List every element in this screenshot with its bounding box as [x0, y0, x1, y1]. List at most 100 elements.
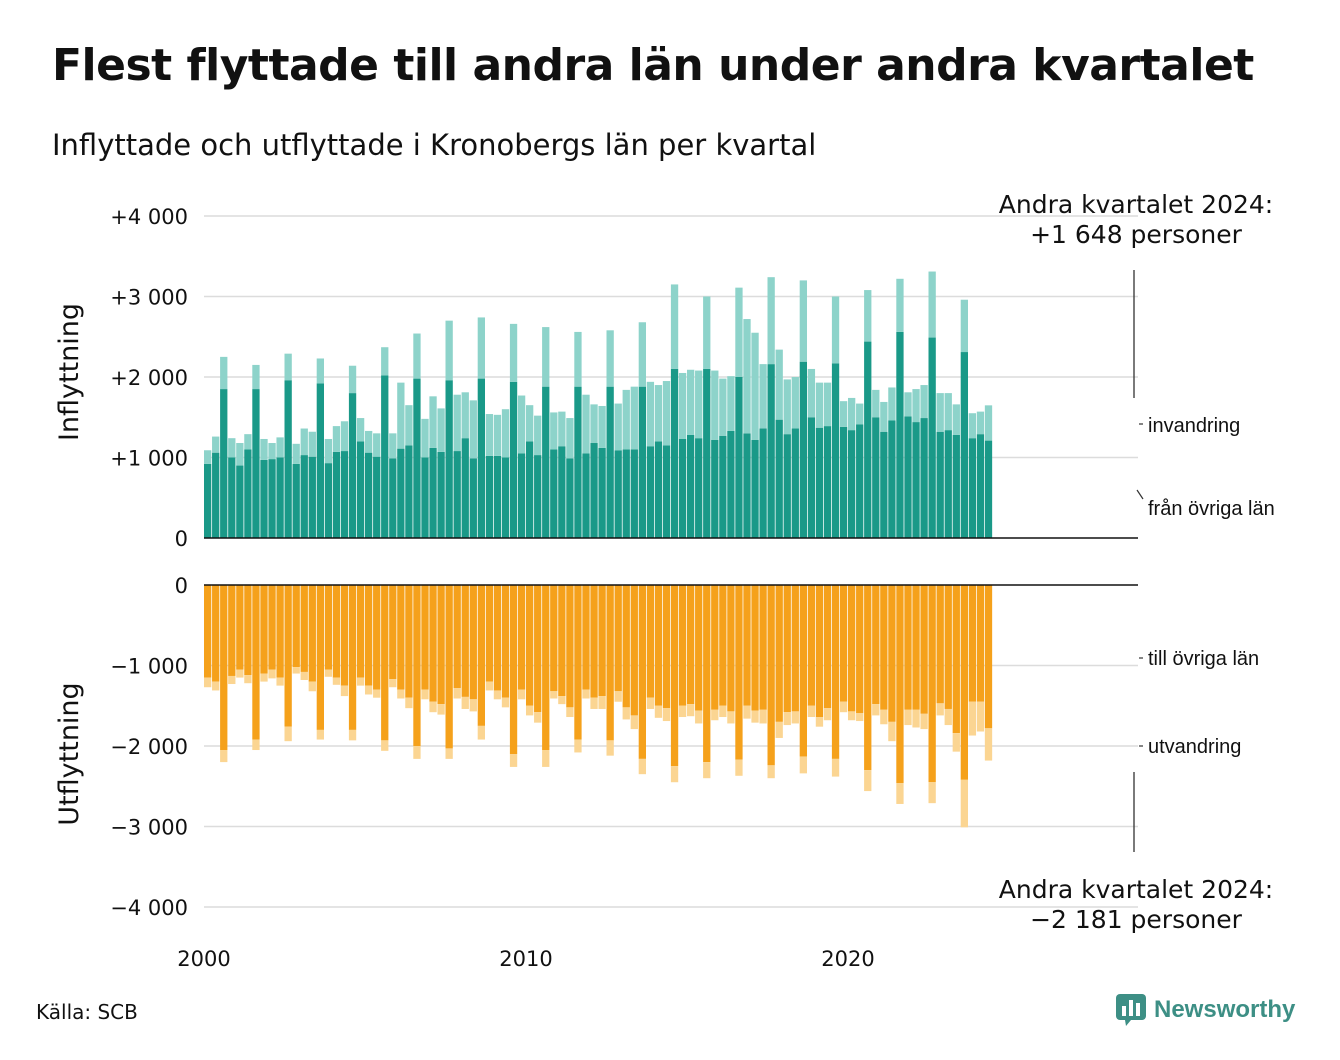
bar-inflow-immigration — [896, 278, 904, 332]
bar-inflow-immigration — [324, 438, 333, 464]
bar-outflow-emigration — [236, 669, 244, 678]
bar-inflow-immigration — [582, 394, 590, 454]
bar-outflow-emigration — [872, 704, 880, 716]
top-annotation-line2: +1 648 personer — [1030, 220, 1243, 249]
bar-inflow-domestic — [348, 393, 357, 538]
bar-inflow-domestic — [638, 386, 646, 538]
bar-outflow-domestic — [437, 585, 445, 705]
bottom-panel-ylabel: Utflyttning — [54, 682, 85, 825]
bar-outflow-domestic — [960, 585, 968, 780]
bar-inflow-domestic — [944, 430, 952, 538]
bar-outflow-emigration — [896, 783, 904, 804]
bar-inflow-domestic — [260, 459, 268, 538]
bar-outflow-emigration — [348, 729, 357, 741]
bar-inflow-immigration — [598, 405, 606, 448]
bar-outflow-domestic — [839, 585, 848, 702]
bar-inflow-domestic — [220, 389, 228, 538]
bar-outflow-domestic — [606, 585, 614, 741]
bar-outflow-domestic — [340, 585, 349, 686]
bar-outflow-emigration — [976, 701, 985, 732]
bar-inflow-domestic — [751, 439, 759, 538]
bar-inflow-domestic — [501, 457, 510, 538]
bar-inflow-immigration — [453, 394, 461, 452]
y-tick-label-bottom: −1 000 — [110, 655, 188, 679]
bar-inflow-immigration — [912, 389, 920, 423]
bar-inflow-immigration — [678, 372, 687, 439]
bar-outflow-emigration — [622, 707, 630, 720]
bar-outflow-domestic — [630, 585, 638, 716]
bar-outflow-domestic — [823, 585, 832, 709]
chart-title: Flest flyttade till andra län under andr… — [52, 40, 1254, 91]
bar-outflow-emigration — [864, 770, 872, 792]
bar-outflow-emigration — [517, 689, 526, 700]
bar-inflow-immigration — [300, 428, 308, 456]
bar-inflow-domestic — [799, 361, 807, 538]
bar-inflow-domestic — [727, 430, 735, 538]
bar-inflow-immigration — [630, 386, 638, 450]
bar-inflow-domestic — [340, 451, 349, 538]
y-tick-label-top: 0 — [175, 527, 188, 551]
bar-inflow-immigration — [606, 330, 614, 387]
outflow-bars — [204, 585, 993, 828]
bar-outflow-emigration — [509, 754, 518, 767]
bar-outflow-domestic — [204, 585, 212, 678]
bar-inflow-immigration — [646, 381, 655, 447]
bar-inflow-immigration — [823, 382, 832, 427]
bar-inflow-domestic — [477, 378, 485, 538]
bar-inflow-immigration — [799, 280, 807, 362]
bar-outflow-emigration — [767, 765, 775, 779]
bar-inflow-domestic — [936, 431, 944, 538]
bar-outflow-domestic — [751, 585, 759, 711]
bar-outflow-domestic — [695, 585, 703, 711]
bar-outflow-emigration — [743, 705, 751, 719]
bar-inflow-domestic — [244, 449, 252, 538]
bar-inflow-domestic — [332, 451, 341, 538]
bar-outflow-emigration — [526, 705, 534, 716]
bar-inflow-immigration — [767, 277, 775, 365]
bar-inflow-immigration — [397, 382, 405, 449]
bar-outflow-domestic — [654, 585, 663, 706]
bar-inflow-immigration — [743, 319, 751, 434]
bar-outflow-emigration — [485, 681, 494, 691]
bar-outflow-domestic — [236, 585, 244, 670]
bar-inflow-domestic — [566, 458, 574, 538]
bar-outflow-domestic — [308, 585, 316, 682]
bar-outflow-domestic — [767, 585, 775, 766]
bar-inflow-immigration — [517, 395, 526, 454]
bar-outflow-domestic — [912, 585, 920, 710]
bar-outflow-domestic — [888, 585, 896, 722]
bar-inflow-domestic — [461, 438, 469, 538]
bar-outflow-emigration — [856, 712, 864, 722]
bar-inflow-immigration — [244, 434, 252, 450]
bar-outflow-emigration — [711, 709, 719, 721]
bar-outflow-domestic — [743, 585, 751, 706]
bar-outflow-emigration — [244, 675, 252, 684]
bar-inflow-immigration — [501, 409, 510, 458]
bar-outflow-domestic — [952, 585, 960, 734]
bar-inflow-domestic — [976, 434, 985, 538]
bar-outflow-emigration — [260, 673, 268, 682]
bar-outflow-domestic — [300, 585, 308, 672]
bar-inflow-immigration — [485, 414, 494, 456]
bar-inflow-domestic — [228, 457, 236, 538]
bar-outflow-emigration — [662, 708, 671, 722]
bar-inflow-domestic — [526, 441, 534, 538]
legend-utvandring: utvandring — [1148, 736, 1241, 758]
bar-inflow-immigration — [526, 405, 534, 442]
bar-outflow-domestic — [493, 585, 502, 691]
bar-outflow-domestic — [477, 585, 485, 726]
bar-outflow-domestic — [445, 585, 453, 749]
bar-outflow-emigration — [445, 748, 453, 759]
source-credit: Källa: SCB — [36, 1000, 138, 1024]
bar-outflow-emigration — [751, 710, 759, 723]
bar-inflow-domestic — [550, 449, 558, 538]
bar-inflow-immigration — [461, 392, 469, 439]
bottom-annotation-line1: Andra kvartalet 2024: — [999, 875, 1273, 904]
bar-outflow-domestic — [356, 585, 365, 678]
bar-outflow-domestic — [904, 585, 912, 710]
bar-outflow-emigration — [936, 703, 944, 716]
bar-inflow-immigration — [236, 443, 244, 466]
bar-inflow-immigration — [775, 349, 783, 420]
bar-outflow-domestic — [461, 585, 469, 697]
bar-outflow-domestic — [976, 585, 985, 702]
